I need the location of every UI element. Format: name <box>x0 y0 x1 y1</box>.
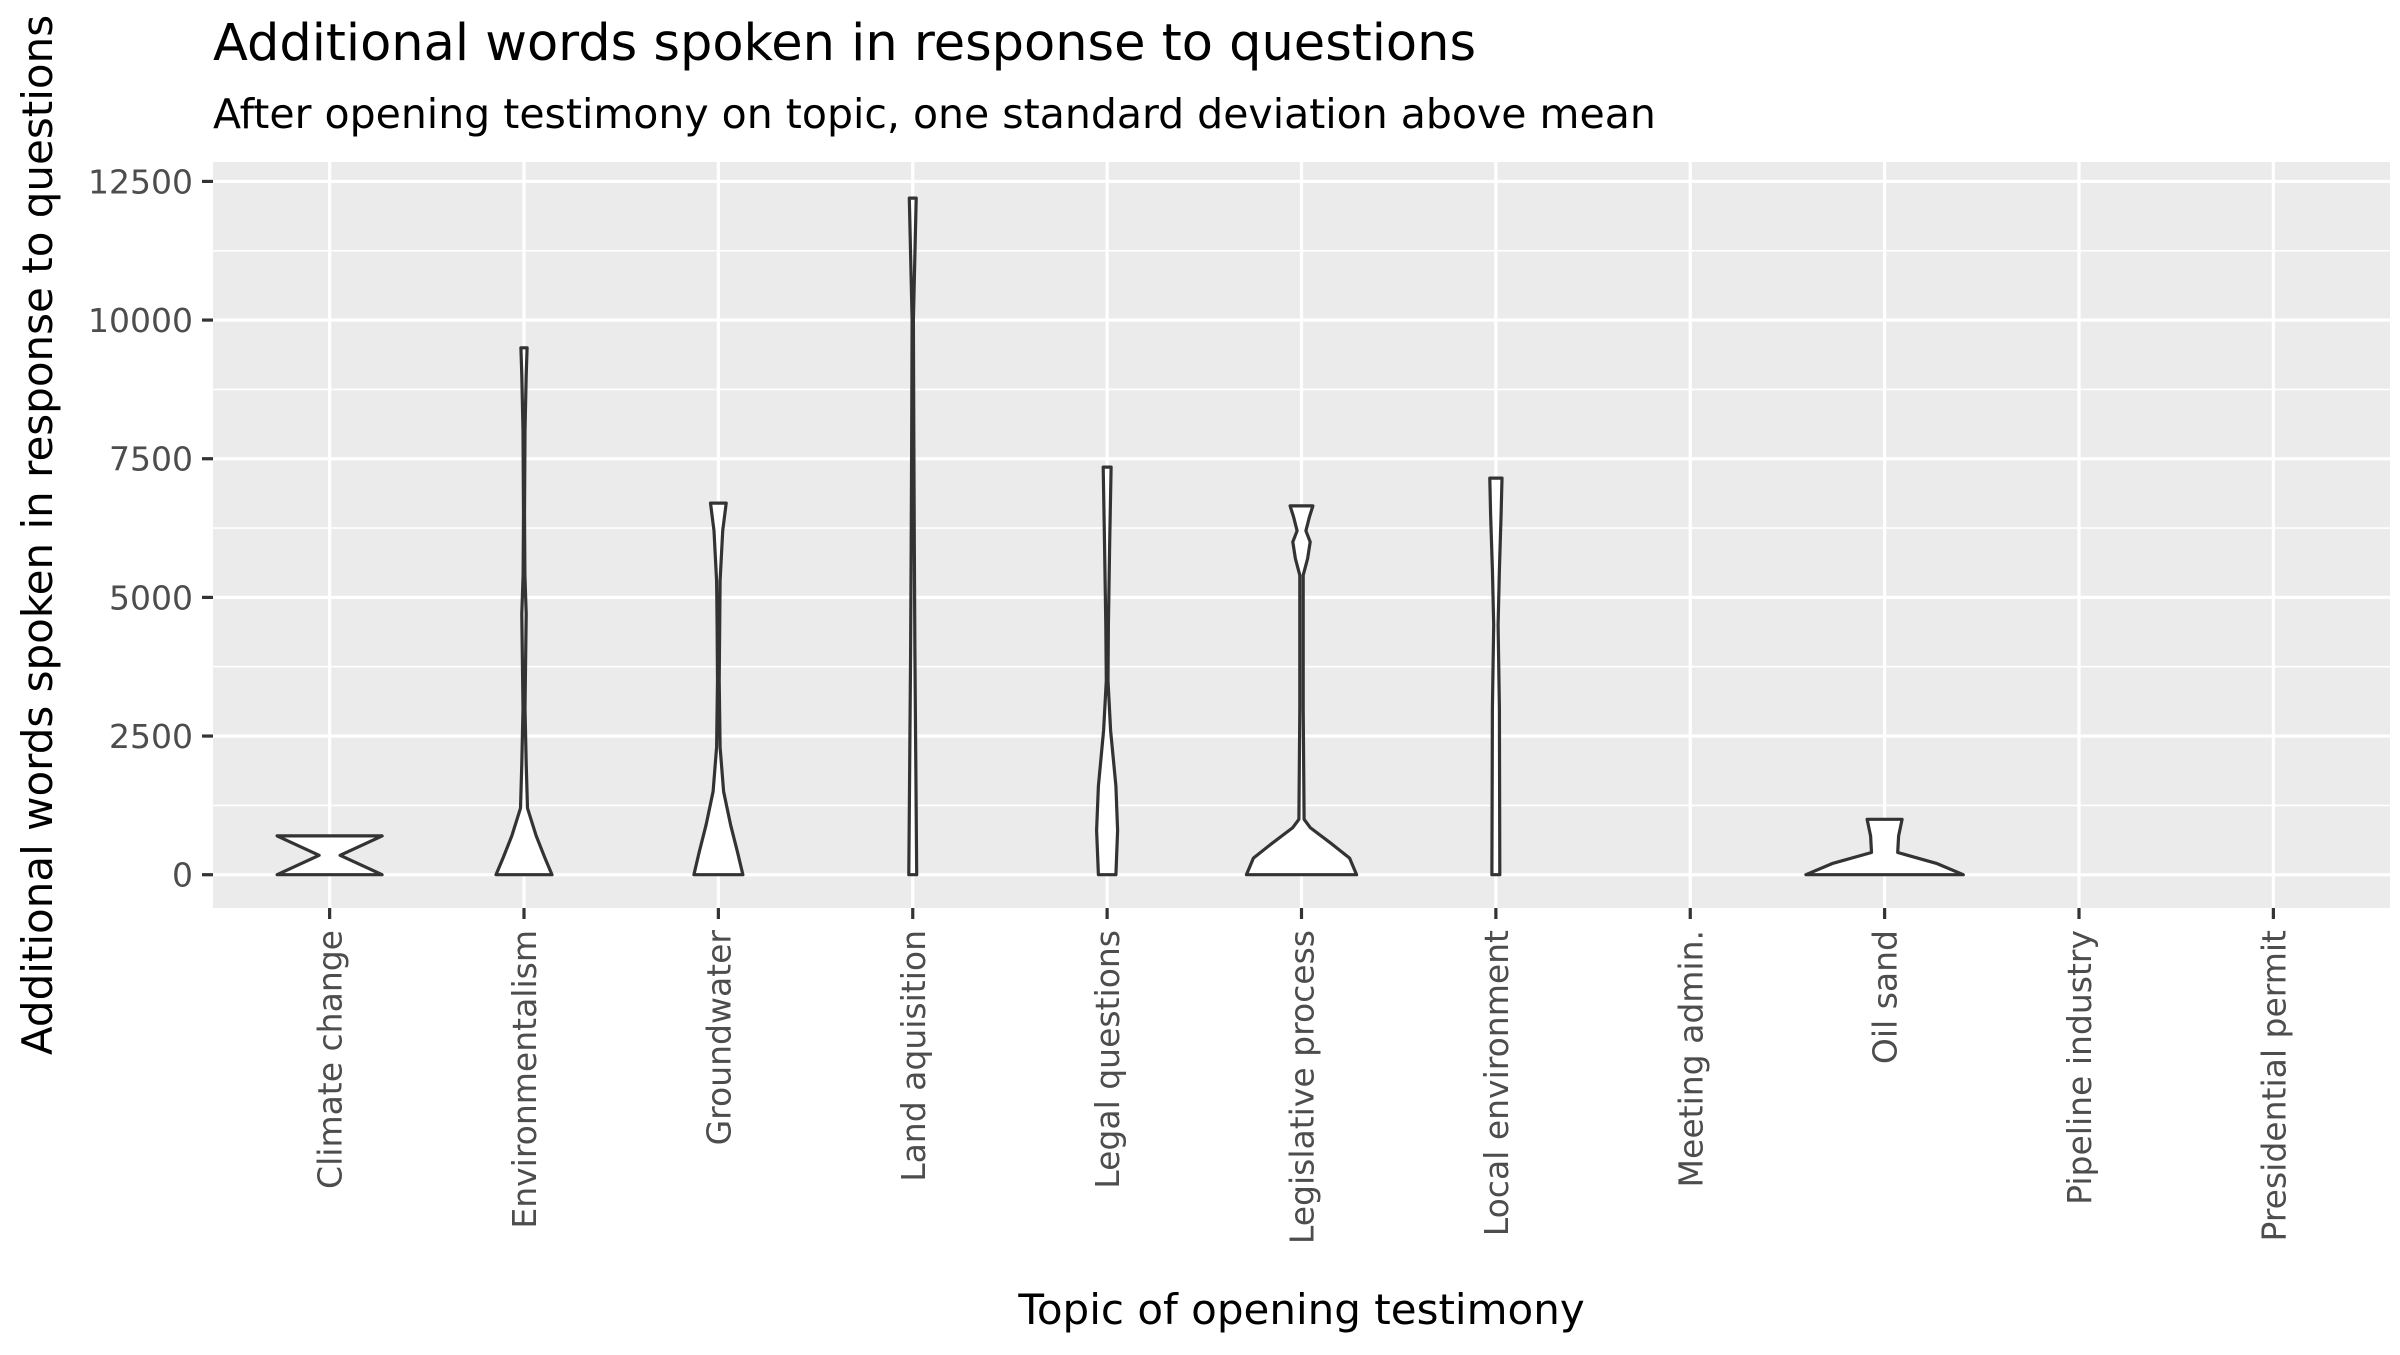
y-tick-label: 5000 <box>109 578 193 617</box>
violin-climate-change <box>275 834 384 877</box>
x-tick-label: Pipeline industry <box>2060 930 2099 1205</box>
x-tick-label: Groundwater <box>699 930 738 1146</box>
grid-layer <box>213 162 2390 908</box>
x-tick-label: Land aquisition <box>894 930 933 1182</box>
violin-groundwater <box>692 501 745 877</box>
y-tick-label: 2500 <box>109 717 193 756</box>
y-tick-label: 12500 <box>88 162 193 201</box>
violin-environmentalism <box>494 346 554 877</box>
x-tick-label: Local environment <box>1477 930 1516 1236</box>
y-tick-label: 7500 <box>109 440 193 479</box>
x-axis-title: Topic of opening testimony <box>1017 1285 1584 1334</box>
violin-land-aquisition <box>907 196 919 877</box>
y-axis-title: Additional words spoken in response to q… <box>13 15 62 1055</box>
x-tick-label: Environmentalism <box>505 930 544 1229</box>
violin-oil-sand <box>1804 817 1965 877</box>
chart-subtitle: After opening testimony on topic, one st… <box>213 90 1656 138</box>
violin-layer <box>275 196 1965 877</box>
x-tick-label: Presidential permit <box>2254 930 2293 1242</box>
x-axis: Climate change Environmentalism Groundwate… <box>311 908 2293 1244</box>
violin-legislative-process <box>1244 504 1359 877</box>
y-tick-label: 10000 <box>88 301 193 340</box>
x-tick-label: Oil sand <box>1866 930 1905 1064</box>
x-tick-label: Meeting admin. <box>1671 930 1710 1187</box>
violin-local-environment <box>1488 476 1504 877</box>
violin-legal-questions <box>1095 465 1120 877</box>
y-tick-label: 0 <box>172 856 193 895</box>
y-axis: 0 2500 5000 7500 10000 12500 <box>88 162 213 895</box>
x-tick-label: Climate change <box>311 930 350 1189</box>
x-tick-label: Legislative process <box>1283 930 1322 1244</box>
chart-title: Additional words spoken in response to q… <box>213 14 1476 73</box>
x-tick-label: Legal questions <box>1088 930 1127 1189</box>
